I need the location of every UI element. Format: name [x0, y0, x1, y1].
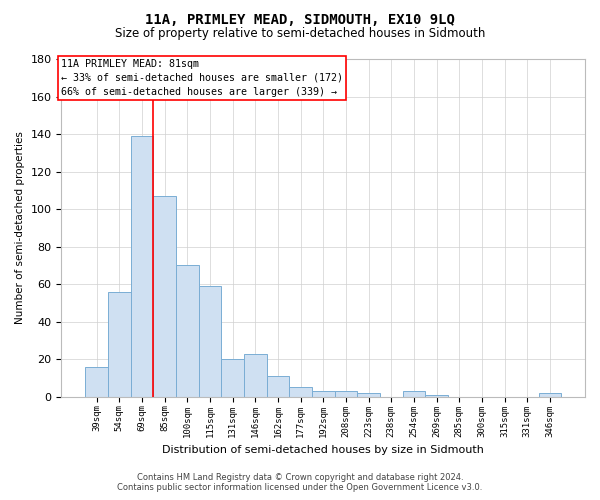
X-axis label: Distribution of semi-detached houses by size in Sidmouth: Distribution of semi-detached houses by … — [162, 445, 484, 455]
Bar — [539, 393, 561, 397]
Bar — [153, 196, 176, 397]
Bar — [108, 292, 131, 397]
Bar — [176, 266, 199, 397]
Text: Contains HM Land Registry data © Crown copyright and database right 2024.
Contai: Contains HM Land Registry data © Crown c… — [118, 473, 482, 492]
Bar — [199, 286, 221, 397]
Text: Size of property relative to semi-detached houses in Sidmouth: Size of property relative to semi-detach… — [115, 28, 485, 40]
Y-axis label: Number of semi-detached properties: Number of semi-detached properties — [15, 132, 25, 324]
Bar — [335, 391, 357, 397]
Bar — [425, 395, 448, 397]
Bar — [289, 388, 312, 397]
Bar — [357, 393, 380, 397]
Bar — [266, 376, 289, 397]
Bar — [403, 391, 425, 397]
Bar — [221, 359, 244, 397]
Text: 11A PRIMLEY MEAD: 81sqm
← 33% of semi-detached houses are smaller (172)
66% of s: 11A PRIMLEY MEAD: 81sqm ← 33% of semi-de… — [61, 59, 343, 97]
Bar — [85, 367, 108, 397]
Text: 11A, PRIMLEY MEAD, SIDMOUTH, EX10 9LQ: 11A, PRIMLEY MEAD, SIDMOUTH, EX10 9LQ — [145, 12, 455, 26]
Bar — [131, 136, 153, 397]
Bar — [244, 354, 266, 397]
Bar — [312, 391, 335, 397]
